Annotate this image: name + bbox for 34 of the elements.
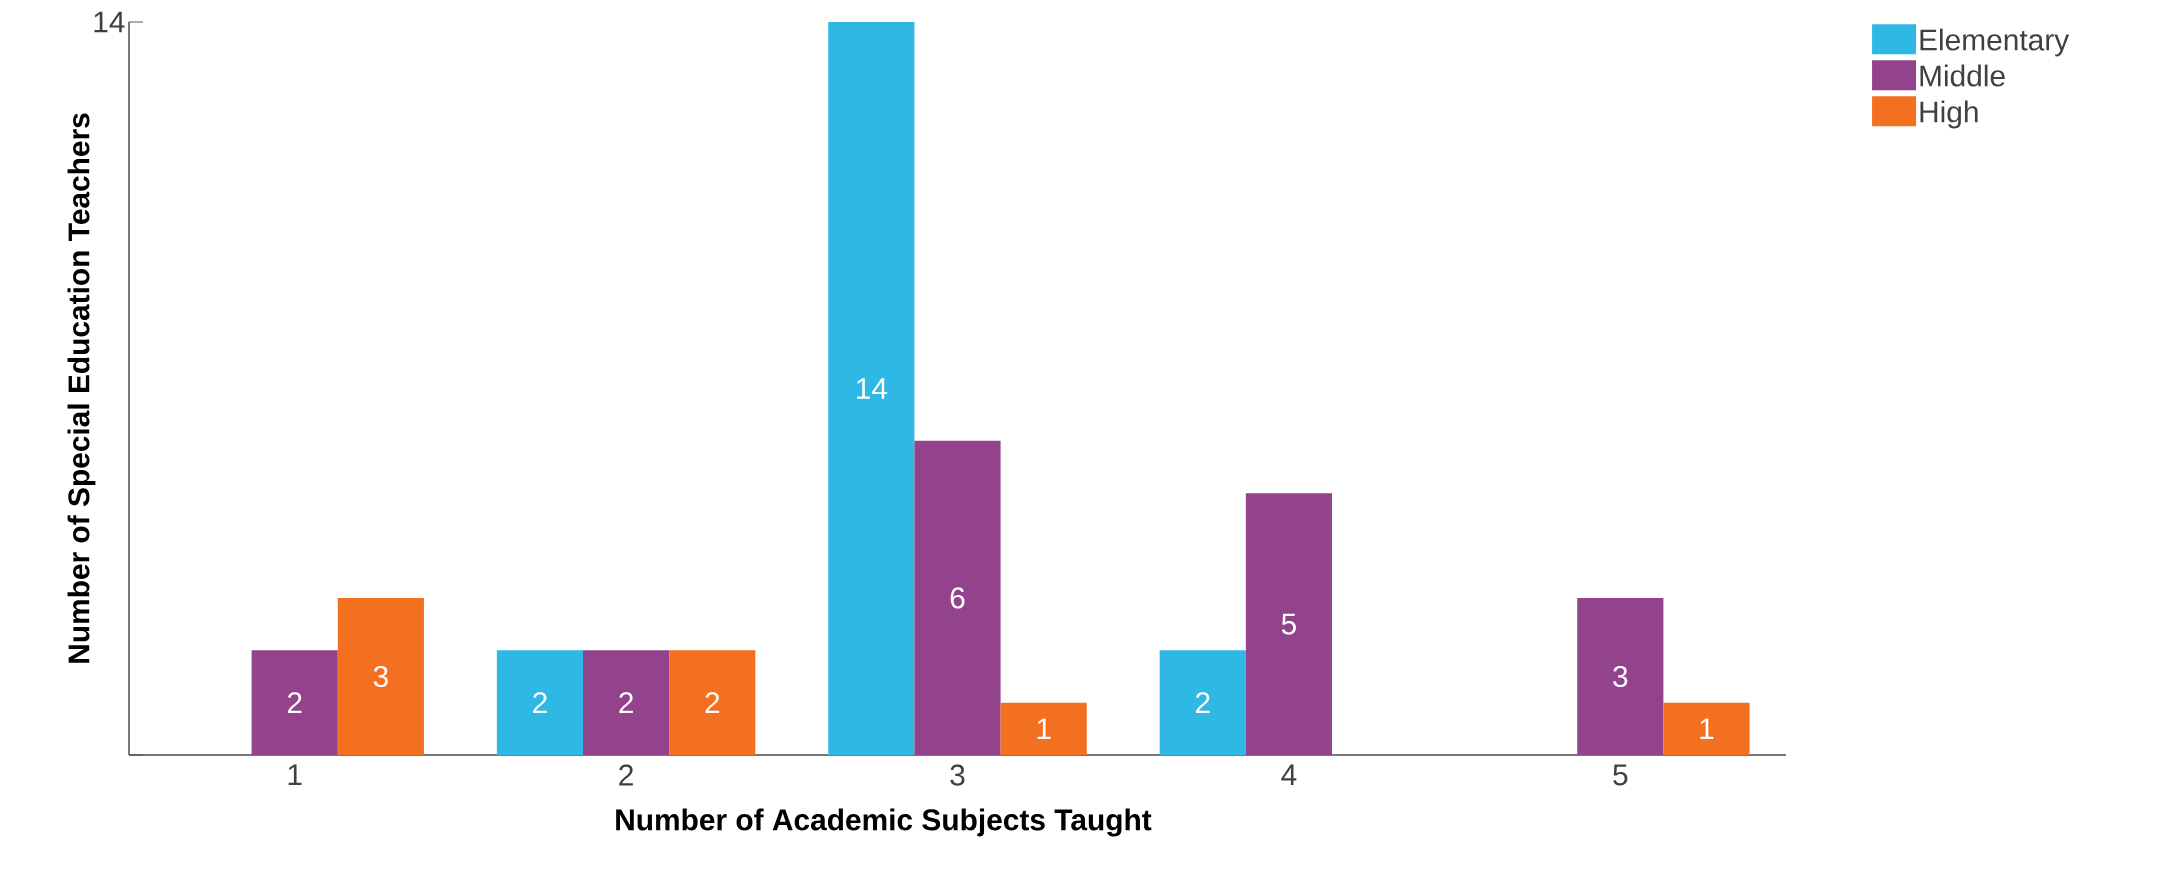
y-axis-title: Number of Special Education Teachers — [67, 113, 96, 663]
data-label: 2 — [705, 692, 720, 714]
bar — [1245, 493, 1332, 755]
x-tick-label: 3 — [950, 764, 965, 786]
bar — [496, 650, 584, 755]
x-tick-label: 5 — [1613, 764, 1628, 786]
bar — [828, 21, 915, 755]
bar — [251, 650, 338, 755]
legend-label: Elementary — [1920, 28, 2070, 57]
data-label: 5 — [1281, 613, 1296, 635]
data-label: 2 — [287, 692, 302, 714]
x-axis-title: Number of Academic Subjects Taught — [616, 808, 1152, 837]
bar — [337, 597, 424, 755]
data-label: 3 — [373, 665, 388, 688]
bar — [583, 650, 670, 755]
data-label: 6 — [950, 587, 965, 609]
bar — [1577, 597, 1664, 755]
data-label: 2 — [1195, 692, 1210, 714]
x-tick-label: 2 — [619, 764, 633, 786]
x-tick-label: 4 — [1281, 764, 1297, 786]
bar — [669, 650, 756, 755]
data-label: 2 — [619, 692, 633, 714]
bar — [914, 440, 1001, 755]
legend-label: High — [1920, 100, 1978, 129]
data-label: 14 — [857, 378, 888, 399]
data-label: 2 — [533, 692, 547, 714]
legend-label: Middle — [1920, 64, 2005, 87]
bar — [1663, 702, 1750, 755]
bar — [1159, 650, 1246, 755]
bar — [1000, 702, 1087, 755]
data-label: 3 — [1613, 665, 1628, 688]
data-label: 1 — [1037, 718, 1051, 740]
data-label: 1 — [1700, 718, 1714, 740]
x-tick-label: 1 — [288, 764, 302, 786]
